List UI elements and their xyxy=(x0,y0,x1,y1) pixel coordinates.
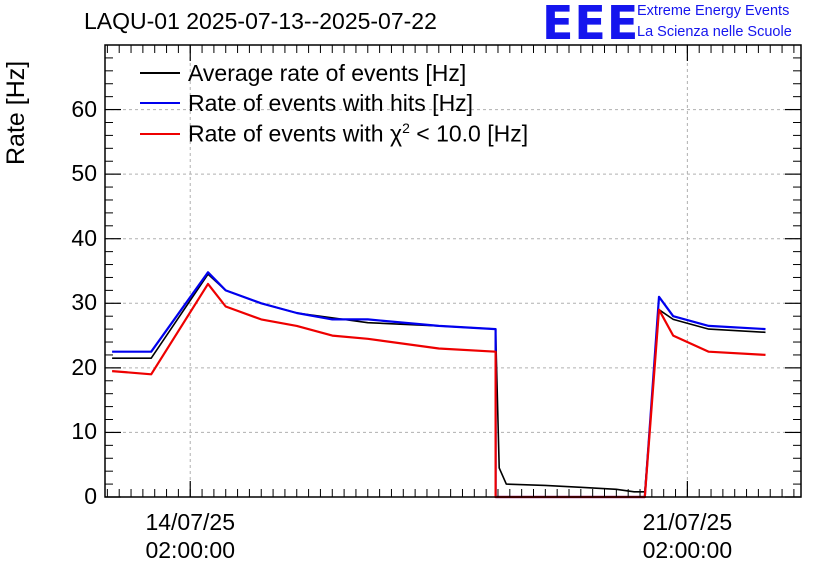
y-tick-label: 30 xyxy=(71,289,97,316)
legend-chi2-sup: 2 xyxy=(402,120,410,137)
series-line-1 xyxy=(112,271,766,499)
x-tick-time: 02:00:00 xyxy=(145,537,235,563)
legend-label-chi2: Rate of events with χ2 < 10.0 [Hz] xyxy=(188,120,528,148)
logo-line-1: Extreme Energy Events xyxy=(637,3,790,19)
legend-item-average: Average rate of events [Hz] xyxy=(140,60,466,86)
chart-title: LAQU-01 2025-07-13--2025-07-22 xyxy=(84,8,437,34)
eee-logo: EEE xyxy=(542,0,640,50)
legend-chi2-suffix: < 10.0 [Hz] xyxy=(409,120,529,147)
x-tick-label: 21/07/25 02:00:00 xyxy=(617,508,757,564)
legend-swatch-chi2 xyxy=(140,133,180,135)
legend-label-hits: Rate of events with hits [Hz] xyxy=(188,89,474,116)
y-tick-label: 0 xyxy=(84,483,97,509)
legend-item-chi2: Rate of events with χ2 < 10.0 [Hz] xyxy=(140,120,528,148)
x-tick-time: 02:00:00 xyxy=(642,537,733,563)
grid xyxy=(105,45,801,497)
plot-frame xyxy=(104,44,802,498)
legend-chi2-prefix: Rate of events with χ xyxy=(188,120,403,147)
y-axis-label: Rate [Hz] xyxy=(2,60,30,165)
tick-marks xyxy=(105,45,801,498)
x-tick-label: 14/07/25 02:00:00 xyxy=(120,508,260,564)
legend-label-average: Average rate of events [Hz] xyxy=(188,59,467,86)
x-tick-date: 14/07/25 xyxy=(145,509,235,535)
y-tick-label: 50 xyxy=(71,160,97,187)
y-tick-label: 40 xyxy=(71,224,97,251)
y-tick-label: 60 xyxy=(71,95,97,122)
y-tick-label: 10 xyxy=(71,418,97,445)
legend-item-hits: Rate of events with hits [Hz] xyxy=(140,90,473,116)
series-layer xyxy=(112,271,766,499)
y-tick-label: 20 xyxy=(71,353,97,380)
x-tick-date: 21/07/25 xyxy=(642,509,733,535)
series-line-2 xyxy=(112,282,766,499)
logo-line-2: La Scienza nelle Scuole xyxy=(637,24,792,40)
legend-swatch-hits xyxy=(140,102,180,104)
legend-swatch-average xyxy=(140,72,180,74)
